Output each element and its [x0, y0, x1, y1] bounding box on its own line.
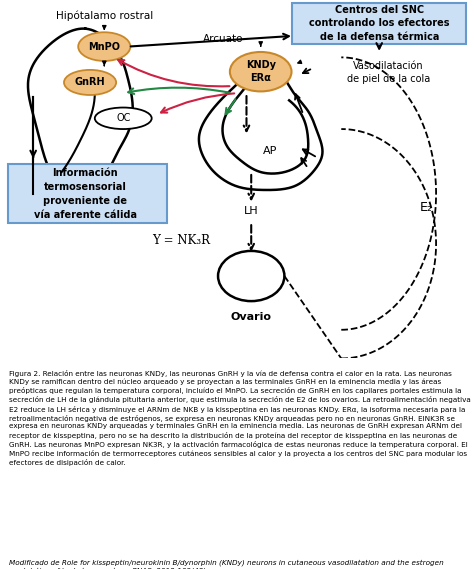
Ellipse shape [64, 70, 116, 95]
FancyBboxPatch shape [292, 2, 466, 44]
Ellipse shape [78, 32, 130, 61]
Text: Υ = NK₃R: Υ = NK₃R [152, 234, 210, 247]
Text: Vasodilatación
de piel de la cola: Vasodilatación de piel de la cola [347, 61, 430, 84]
Ellipse shape [230, 52, 292, 92]
Text: Modificado de Role for kisspeptin/neurokinin B/dynorphin (KNDy) neurons in cutan: Modificado de Role for kisspeptin/neurok… [9, 559, 444, 569]
Text: KNDy
ERα: KNDy ERα [246, 60, 276, 83]
Polygon shape [28, 28, 133, 190]
Text: OC: OC [116, 113, 130, 123]
Text: Figura 2. Relación entre las neuronas KNDy, las neuronas GnRH y la vía de defens: Figura 2. Relación entre las neuronas KN… [9, 370, 471, 466]
Text: GnRH: GnRH [75, 77, 105, 88]
Text: Hipótalamo rostral: Hipótalamo rostral [55, 11, 153, 21]
Text: AP: AP [263, 146, 277, 155]
Text: Información
termosensorial
proveniente de
vía aferente cálida: Información termosensorial proveniente d… [34, 168, 137, 220]
Text: Arcuato: Arcuato [202, 35, 243, 44]
Text: E₂: E₂ [420, 201, 433, 215]
Text: Centros del SNC
controlando los efectores
de la defensa térmica: Centros del SNC controlando los efectore… [309, 5, 449, 42]
Text: Ovario: Ovario [231, 312, 272, 322]
Text: MnPO: MnPO [88, 42, 120, 52]
FancyBboxPatch shape [8, 164, 167, 223]
Circle shape [218, 251, 284, 301]
Text: LH: LH [244, 207, 258, 216]
Ellipse shape [95, 108, 152, 129]
